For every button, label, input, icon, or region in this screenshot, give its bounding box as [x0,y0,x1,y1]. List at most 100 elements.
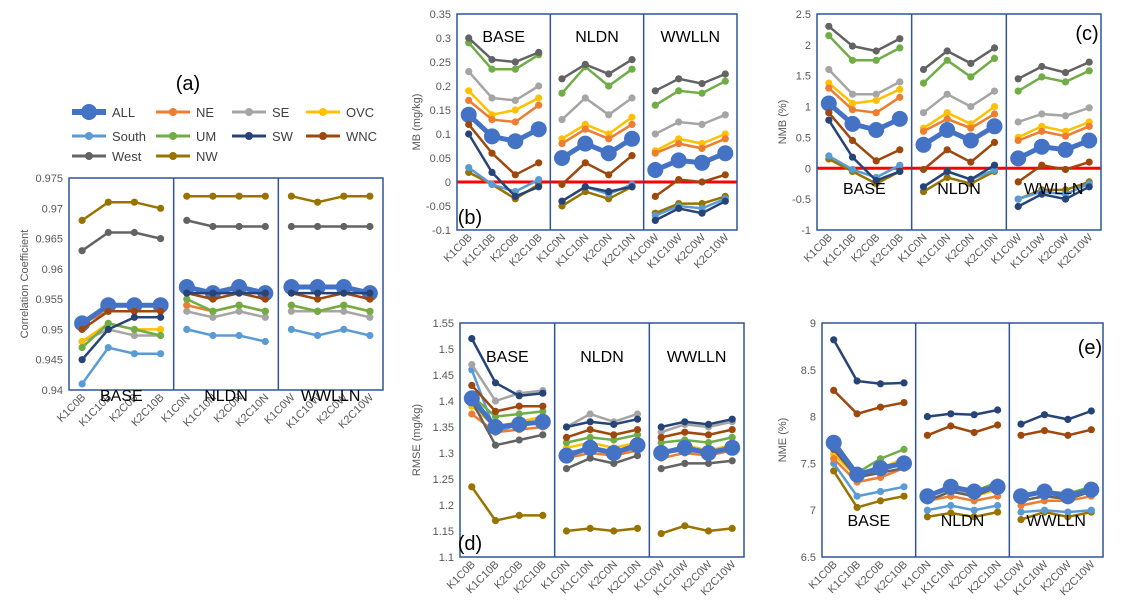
series-line-wnc [561,154,633,186]
data-point-wnc [1064,431,1072,439]
data-point-all [460,106,477,123]
data-point-se [872,90,880,98]
data-point-um [1038,73,1046,81]
data-point-sw [628,183,636,191]
series-line-um [566,433,638,444]
data-point-west [314,222,322,231]
data-point-south [340,325,348,333]
data-point-sw [853,377,861,385]
series-line-south [828,154,901,179]
data-point-west [261,222,269,231]
series-line-all [1017,138,1091,161]
data-point-wnc [314,295,322,303]
chart-panel-d: 1.1 1.15 1.2 1.25 1.3 1.35 1.4 1.45 1.5 1.55 RMSE … [411,318,745,598]
data-point-sw [511,192,519,200]
data-point-sw [610,420,618,428]
data-point-se [651,130,659,138]
y-tick-label: 0.955 [35,294,63,306]
series-line-all [831,441,905,478]
group-label-nldn: NLDN [941,513,985,530]
series-line-ovc [1017,120,1090,139]
plot-frame [456,13,738,231]
y-tick-label: -1 [801,225,811,237]
data-point-se [558,116,566,124]
y-tick-label: 0.94 [42,385,63,397]
data-point-all [676,439,693,456]
y-tick-label: 0.1 [436,129,451,141]
series-line-um [922,57,996,85]
data-point-wnc [853,410,861,418]
data-point-west [515,436,523,444]
series-line-sw [1017,185,1090,208]
series-line-sw [660,417,733,429]
legend-swatch-marker [85,132,93,140]
data-point-ne [830,455,838,463]
series-line-south [1017,182,1090,201]
data-point-west [586,454,594,462]
data-point-se [581,94,589,102]
series-west [78,216,374,255]
series-line-wnc [470,384,543,413]
series-line-south [1020,508,1092,514]
y-tick-label: 0.945 [35,355,63,367]
data-point-sw [675,204,683,212]
series-line-se [565,412,638,429]
data-point-sw [1085,183,1093,191]
y-tick-label: 0.25 [430,57,451,69]
data-point-west [967,59,975,67]
data-point-sw [535,183,543,191]
series-line-um [81,322,161,349]
data-point-sw [1061,195,1070,203]
data-point-ne [967,124,975,132]
data-point-nw [830,467,838,475]
data-point-se [990,87,999,95]
data-point-west [104,228,112,237]
data-point-west [1085,58,1093,66]
data-point-south [876,487,885,496]
data-point-wnc [1040,427,1049,435]
data-point-south [1040,506,1049,514]
data-point-west [657,465,665,473]
series-line-all [926,484,999,499]
series-line-ovc [561,116,633,140]
data-point-se [633,410,642,418]
legend-label: NW [196,149,218,164]
data-point-all [694,154,710,171]
data-point-all [335,279,352,295]
series-line-all [654,150,727,173]
data-point-ne [872,109,880,117]
data-point-south [853,492,861,500]
data-point-south [1014,195,1022,203]
series-line-south [832,462,905,498]
series-line-all [565,442,639,458]
data-point-nw [261,192,269,200]
data-point-um [872,56,880,64]
legend-label: SE [272,105,290,120]
legend-swatch-marker [169,108,177,116]
series-line-all [922,124,996,147]
legend-label: UM [196,129,216,144]
chart-panel-a: 0.94 0.945 0.95 0.955 0.96 0.965 0.97 0.975 Corr… [19,73,384,431]
data-point-um [651,101,659,109]
data-point-se [721,111,729,119]
group-label-base: BASE [100,388,143,405]
data-point-nw [314,198,322,206]
series-sw [468,335,736,431]
data-point-nw [900,492,908,500]
data-point-um [515,410,523,418]
data-point-all [283,279,300,295]
data-point-sw [1038,190,1046,198]
data-point-ne [581,125,589,133]
data-point-all [100,297,117,314]
data-point-wnc [157,307,165,315]
series-all [820,95,1098,167]
data-point-nw [876,497,885,505]
data-point-se [675,118,683,126]
data-point-nw [970,513,978,521]
series-line-um [827,34,901,62]
data-point-all [1036,483,1053,500]
series-line-ovc [922,105,996,130]
plot-frame [816,13,1102,231]
y-tick-label: 1.2 [439,500,454,512]
data-point-sw [943,167,951,175]
